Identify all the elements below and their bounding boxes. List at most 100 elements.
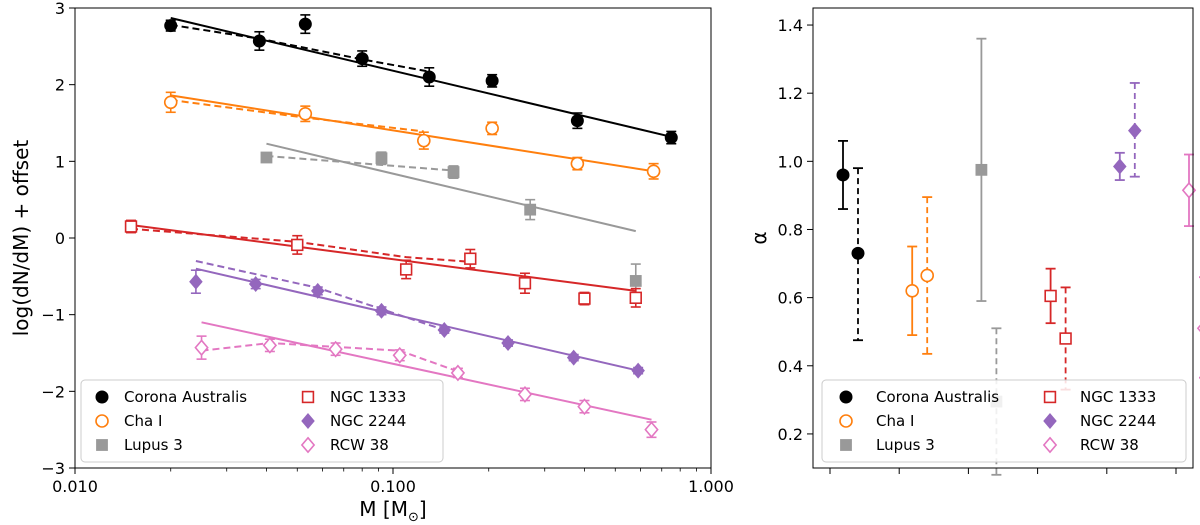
lupus-3-point (629, 275, 642, 287)
ngc-1333-point (578, 292, 591, 305)
corona-australis-fit-dashed (170, 23, 430, 73)
legend-label-corona-australis: Corona Australis (124, 388, 247, 406)
right-y-tick-label: 0.4 (778, 357, 803, 376)
rcw-38-point (577, 398, 592, 416)
ngc-2244-point (248, 276, 263, 292)
legend-label-ngc-2244: NGC 2244 (330, 412, 406, 430)
ngc-1333-point (629, 291, 642, 304)
right-y-tick-label: 1.4 (778, 16, 803, 35)
right-legend-marker-ngc-1333 (1043, 390, 1057, 404)
left-x-tick-label: 0.010 (52, 477, 98, 496)
cha-i-alpha-dashed-point (920, 268, 935, 283)
left-axes-frame (74, 7, 712, 469)
left-y-tick-label: −2 (41, 382, 65, 401)
ngc-2244-fit-solid (195, 267, 639, 372)
corona-australis-point (252, 34, 266, 48)
left-legend-box (80, 379, 444, 463)
right-y-tick-label: 0.8 (778, 220, 803, 239)
right-legend: Corona Australis Cha I Lupus 3 NGC 1333 NGC … (821, 379, 1187, 463)
right-y-axis-label: α (747, 231, 771, 244)
ngc-1333-point (399, 263, 413, 276)
rcw-38-point (644, 421, 659, 439)
right-axis-ticks: 0.2 0.4 0.6 0.8 1.0 1.2 1.4 (778, 16, 1177, 474)
corona-australis-point (664, 131, 678, 145)
ngc-2244-alpha-dashed-point (1128, 122, 1142, 139)
rcw-38-point (262, 336, 278, 354)
cha-i-point (646, 164, 661, 179)
right-y-tick-label: 1.0 (778, 152, 803, 171)
cha-i-fit-dashed (170, 99, 424, 133)
corona-australis-alpha-solid-point (836, 168, 850, 182)
corona-australis-point (570, 114, 584, 128)
right-legend-label-lupus-3: Lupus 3 (876, 436, 935, 454)
cha-i-point (163, 95, 178, 110)
lupus-3-fit-solid (266, 142, 637, 233)
cha-i-point (570, 156, 585, 171)
legend-label-rcw-38: RCW 38 (330, 436, 389, 454)
right-legend-label-cha-i: Cha I (876, 412, 914, 430)
ngc-1333-fit-dashed (130, 227, 471, 263)
lupus-3-point (447, 166, 460, 178)
left-x-axis-label: M [M⊙] (359, 497, 426, 525)
right-axes-frame (812, 7, 1194, 469)
cha-i-alpha-solid-point (905, 284, 920, 298)
lupus-3-point (260, 151, 273, 164)
rcw-38-fit-solid (201, 321, 652, 421)
ngc-2244-point (501, 335, 515, 352)
right-legend-marker-cha-i (839, 414, 853, 428)
legend-label-cha-i: Cha I (124, 412, 162, 430)
ngc-1333-alpha-dashed-point (1059, 332, 1072, 345)
cha-i-point (417, 133, 431, 148)
ngc-2244-point (566, 349, 581, 366)
corona-australis-fit-solid (170, 16, 672, 138)
left-y-tick-label: 2 (55, 76, 65, 95)
legend-label-ngc-1333: NGC 1333 (330, 388, 406, 406)
left-axis-ticks: −3 −2 −1 0 1 2 3 0.010 0.100 1.000 (41, 0, 734, 496)
lupus-3-point (375, 152, 388, 165)
corona-australis-point (164, 19, 178, 33)
ngc-2244-point (189, 273, 203, 290)
cha-i-point (298, 107, 313, 121)
right-legend-label-ngc-2244: NGC 2244 (1080, 412, 1156, 430)
ngc-1333-point (518, 277, 532, 290)
lupus-3-alpha-solid-point (975, 163, 988, 176)
corona-australis-alpha-dashed-point (851, 246, 865, 260)
right-legend-marker-rcw-38 (1042, 436, 1058, 454)
ngc-2244-alpha-solid-point (1113, 158, 1127, 175)
right-legend-marker-corona-australis (839, 390, 853, 404)
ngc-1333-point (124, 220, 138, 233)
legend-marker-corona-australis (95, 390, 109, 404)
corona-australis-point (485, 74, 499, 88)
left-x-tick-label: 1.000 (688, 477, 734, 496)
legend-marker-lupus-3 (96, 439, 108, 451)
right-legend-marker-lupus-3 (840, 439, 852, 451)
right-legend-label-corona-australis: Corona Australis (876, 388, 999, 406)
ngc-2244-point (310, 282, 325, 299)
rcw-38-point (392, 346, 407, 364)
left-legend: Corona Australis Cha I Lupus 3 NGC 1333 NGC … (80, 379, 444, 463)
left-y-tick-label: 3 (55, 0, 65, 18)
right-legend-box (821, 379, 1187, 463)
left-chart: −3 −2 −1 0 1 2 3 0.010 0.100 1.000 Corona Austral… (9, 0, 734, 525)
left-y-axis-label: log(dN/dM) + offset (9, 140, 33, 337)
left-x-tick-label: 0.100 (370, 477, 416, 496)
legend-marker-ngc-1333 (301, 390, 315, 404)
corona-australis-point (298, 17, 312, 31)
left-data-points (124, 14, 678, 439)
corona-australis-point (422, 70, 436, 84)
rcw-38-point (194, 339, 209, 357)
right-y-tick-label: 0.2 (778, 425, 803, 444)
right-y-tick-label: 1.2 (778, 84, 803, 103)
left-y-tick-label: 0 (55, 229, 65, 248)
right-legend-label-rcw-38: RCW 38 (1080, 436, 1139, 454)
right-chart: 0.2 0.4 0.6 0.8 1.0 1.2 1.4 Corona Australis Ch… (747, 7, 1200, 476)
left-y-tick-label: 1 (55, 152, 65, 171)
legend-marker-rcw-38 (300, 436, 316, 454)
ngc-1333-point (464, 252, 477, 265)
left-y-tick-label: −1 (41, 306, 65, 325)
rcw-38-point (517, 385, 533, 403)
rcw-38-point (328, 340, 343, 358)
ngc-1333-point (291, 238, 304, 252)
rcw-38-point (450, 364, 466, 382)
